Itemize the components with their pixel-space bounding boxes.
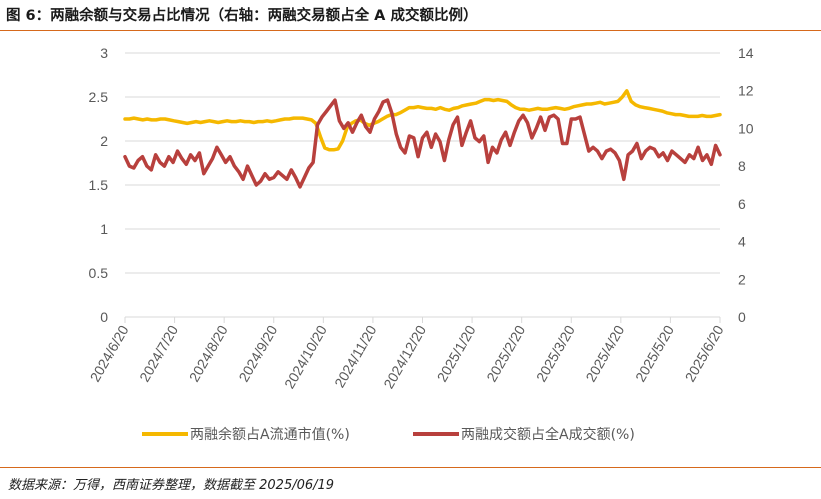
x-tick-label: 2024/12/20	[380, 322, 429, 391]
right-tick-label: 12	[738, 83, 754, 99]
figure-title: 图 6：两融余额与交易占比情况（右轴：两融交易额占全 A 成交额比例）	[6, 8, 478, 24]
x-tick-label: 2025/3/20	[533, 322, 578, 384]
x-tick-label: 2024/8/20	[186, 322, 231, 384]
series-line-turnover	[123, 98, 722, 189]
legend-label-turnover: 两融成交额占全A成交额(%)	[461, 426, 635, 443]
grid-lines	[125, 52, 720, 318]
series-group	[123, 89, 722, 189]
x-tick-label: 2025/4/20	[582, 322, 627, 384]
x-tick-label: 2024/10/20	[281, 322, 330, 391]
right-tick-label: 4	[738, 234, 746, 250]
left-tick-label: 2.5	[89, 89, 109, 105]
x-axis: 2024/6/20 2024/7/20 2024/8/20 2024/9/20 2024…	[87, 316, 727, 391]
right-tick-label: 14	[738, 45, 754, 61]
left-tick-label: 1.5	[89, 177, 109, 193]
right-tick-label: 10	[738, 120, 754, 136]
left-tick-label: 1	[100, 221, 108, 237]
legend-label-balance: 两融余额占A流通市值(%)	[190, 426, 350, 443]
right-axis: 0 2 4 6 8 10 12 14	[738, 45, 754, 325]
left-tick-label: 0.5	[89, 265, 109, 281]
left-tick-label: 2	[100, 133, 108, 149]
source-note: 数据来源：万得，西南证券整理，数据截至 2025/06/19	[8, 478, 335, 493]
right-tick-label: 2	[738, 271, 746, 287]
right-tick-label: 8	[738, 158, 746, 174]
top-rule	[0, 30, 821, 31]
left-axis: 0 0.5 1 1.5 2 2.5 3	[89, 45, 109, 325]
x-tick-label: 2024/7/20	[136, 322, 181, 384]
legend: 两融余额占A流通市值(%) 两融成交额占全A成交额(%)	[142, 426, 635, 443]
x-tick-label: 2025/1/20	[434, 322, 479, 384]
x-tick-label: 2024/9/20	[235, 322, 280, 384]
right-tick-label: 6	[738, 196, 746, 212]
left-tick-label: 3	[100, 45, 108, 61]
series-line-balance	[123, 89, 722, 152]
x-tick-label: 2024/6/20	[87, 322, 132, 384]
x-tick-label: 2025/2/20	[483, 322, 528, 384]
right-tick-label: 0	[738, 309, 746, 325]
left-tick-label: 0	[100, 309, 108, 325]
x-tick-label: 2025/6/20	[682, 322, 727, 384]
x-tick-label: 2025/5/20	[632, 322, 677, 384]
x-tick-label: 2024/11/20	[331, 322, 379, 390]
bottom-rule	[0, 467, 821, 468]
